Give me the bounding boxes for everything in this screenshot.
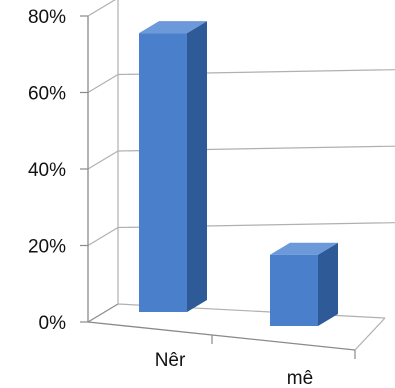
y-tick-label: 40% — [28, 160, 66, 181]
gridlines — [87, 0, 395, 323]
bar-side — [187, 21, 207, 313]
floor-front-edge — [87, 321, 356, 351]
y-tick-label: 60% — [28, 84, 66, 105]
gridline-left-wall — [87, 303, 119, 323]
bar — [270, 254, 318, 326]
bar-top — [270, 242, 338, 255]
bars — [139, 21, 338, 326]
y-tick-label: 80% — [28, 7, 66, 28]
x-axis-categories: Nêr mê — [155, 335, 356, 388]
y-tick-label: 0% — [39, 313, 67, 334]
bar-top — [139, 21, 207, 34]
gridline-left-wall — [87, 150, 119, 170]
gridline-left-wall — [87, 0, 116, 17]
gridline-left-wall — [87, 73, 119, 94]
y-axis-ticks: 0% 20% 40% 60% 80% — [28, 7, 88, 334]
gridline-left-wall — [87, 226, 119, 247]
bar — [139, 33, 187, 313]
axes — [87, 0, 386, 351]
x-category-label: mê — [287, 368, 313, 388]
bar-side — [318, 242, 338, 326]
y-tick-label: 20% — [28, 237, 66, 258]
x-category-label: Nêr — [155, 350, 186, 371]
floor-right-edge — [354, 317, 386, 351]
